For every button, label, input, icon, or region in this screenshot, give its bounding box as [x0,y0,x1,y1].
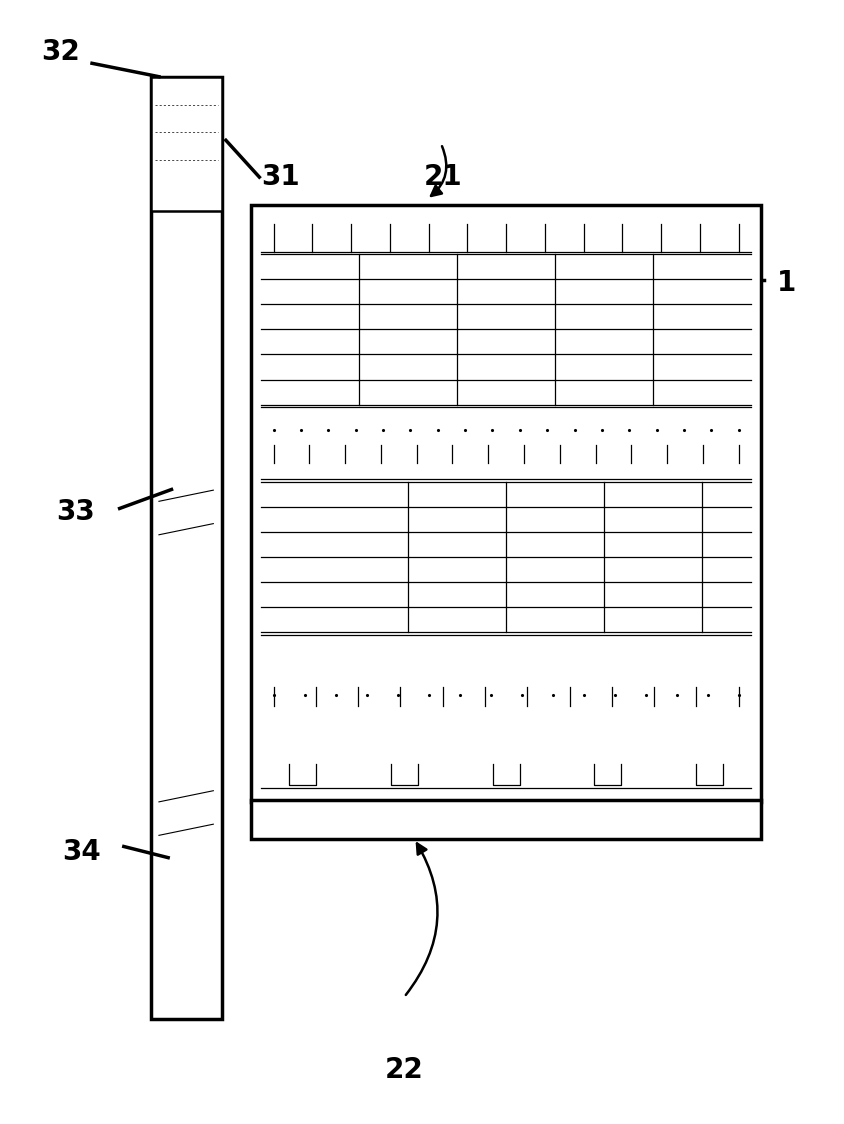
Text: 22: 22 [384,1055,423,1084]
Text: 1: 1 [776,269,795,297]
Bar [150,76,221,210]
Bar [251,205,760,801]
Bar [150,76,221,1019]
Bar [251,799,760,839]
Text: 34: 34 [62,839,100,867]
Text: 21: 21 [424,163,463,191]
Text: 31: 31 [261,163,300,191]
Text: 33: 33 [56,498,95,526]
Text: 32: 32 [41,38,80,66]
